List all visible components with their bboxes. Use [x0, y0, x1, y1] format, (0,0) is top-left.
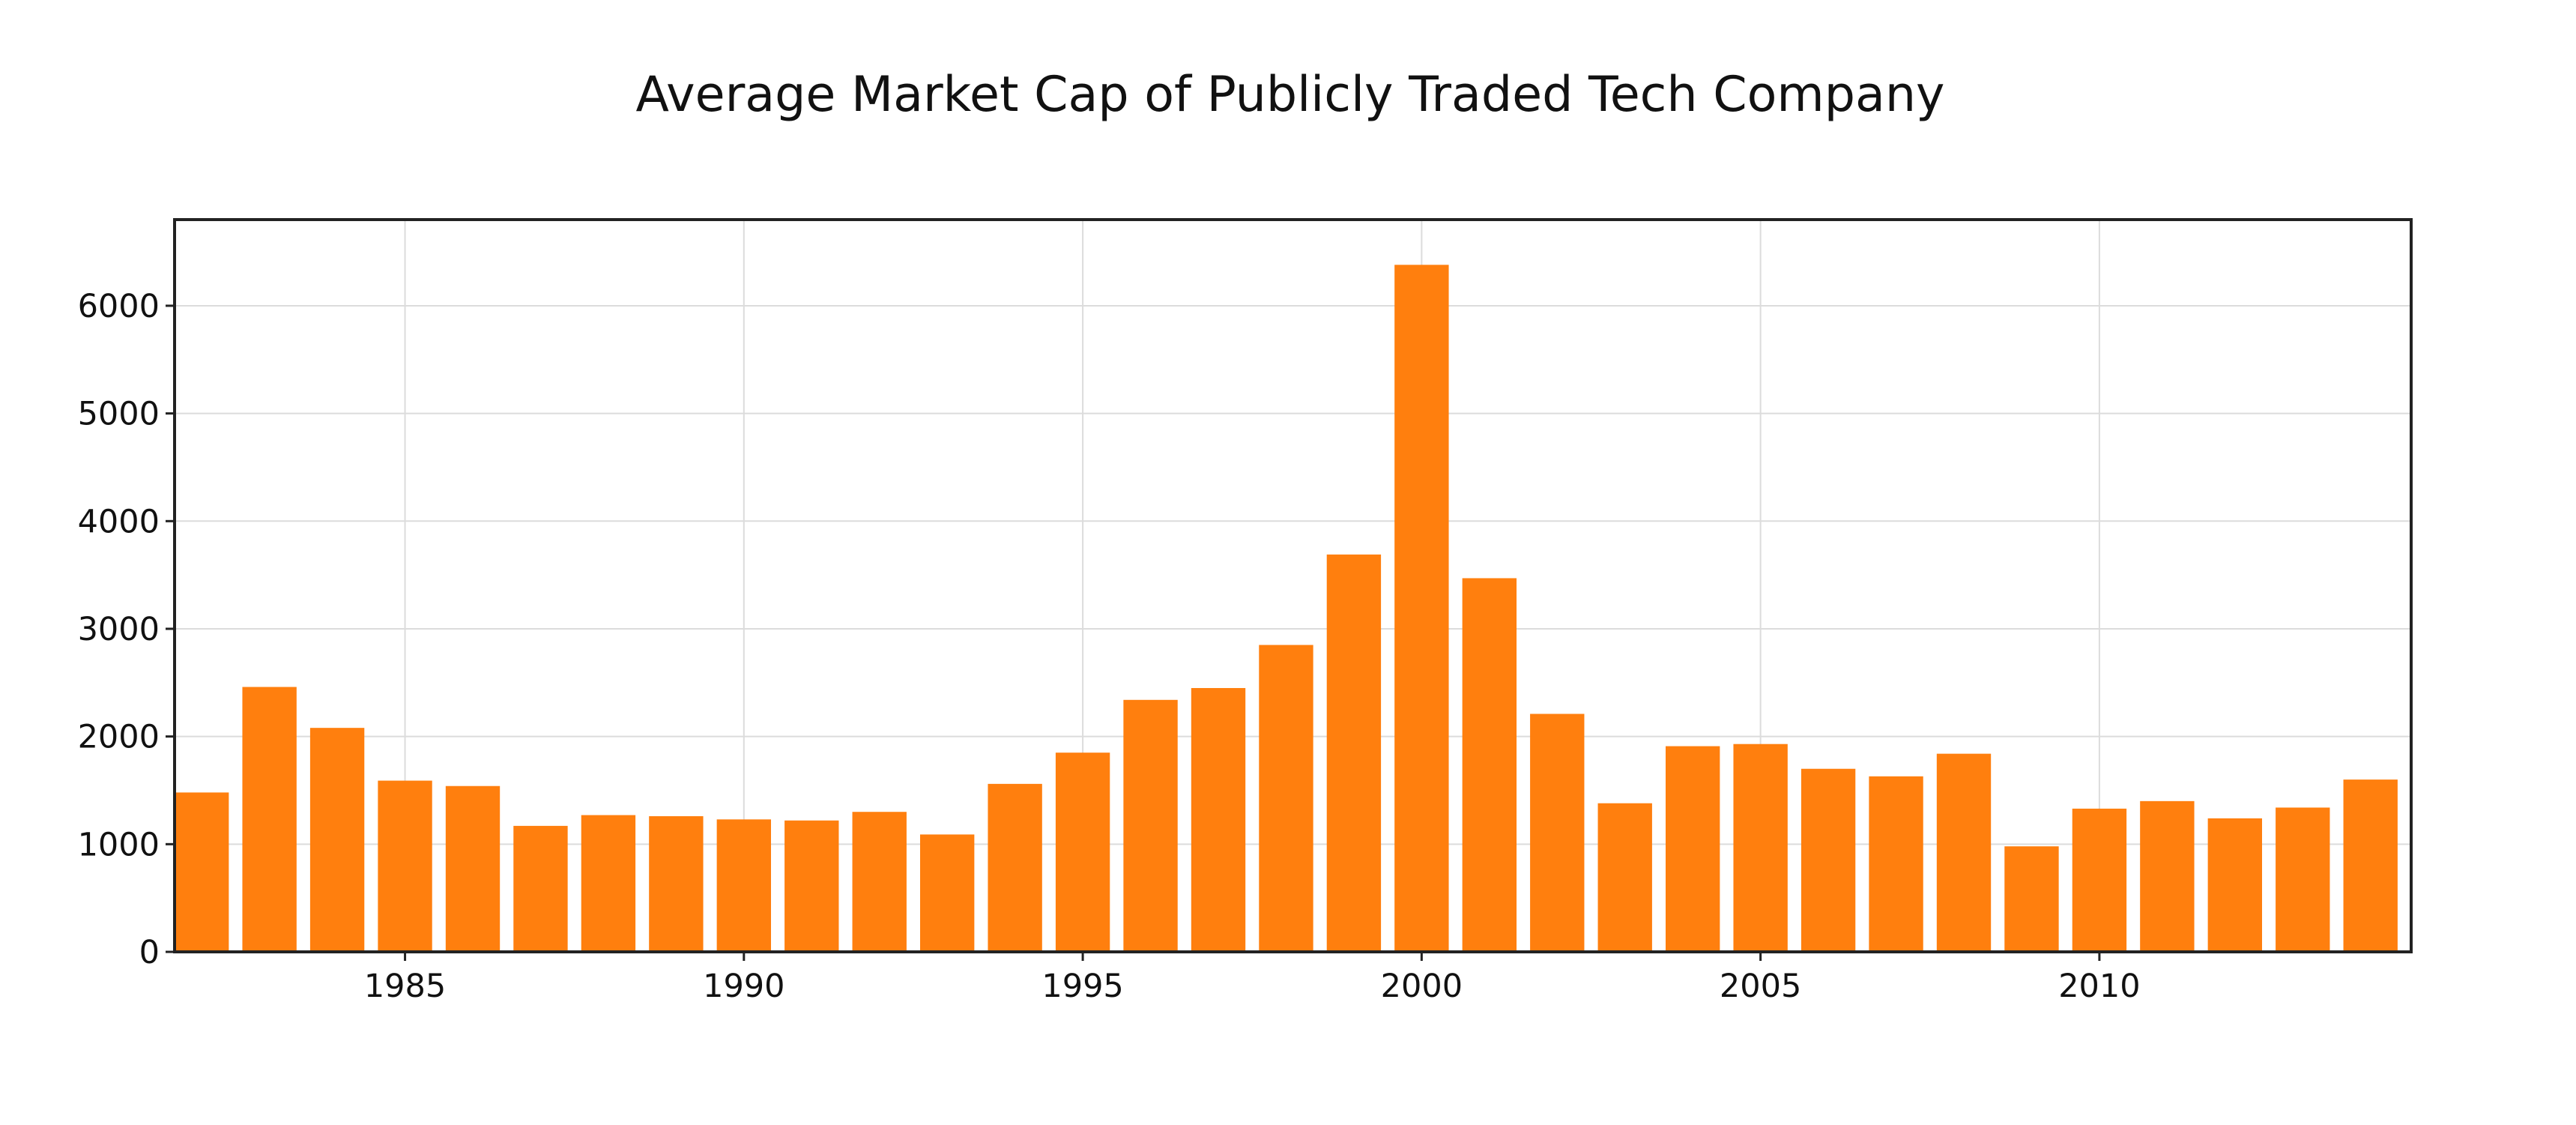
bar	[309, 728, 365, 952]
y-tick-label: 4000	[78, 503, 160, 540]
y-tick-label: 6000	[78, 288, 160, 325]
bar	[242, 687, 297, 952]
bar	[920, 834, 975, 952]
bar-series	[175, 265, 2398, 952]
bar	[378, 780, 432, 952]
bar	[1055, 752, 1110, 952]
bar	[852, 812, 907, 952]
bar	[988, 783, 1042, 952]
y-tick-label: 0	[139, 934, 160, 971]
y-tick-label: 5000	[78, 396, 160, 433]
bar	[1597, 803, 1652, 952]
bar	[2276, 807, 2330, 952]
x-tick-label: 2005	[1720, 968, 1801, 1005]
bar	[1801, 768, 1856, 952]
x-tick-label: 2000	[1381, 968, 1463, 1005]
plot-area-frame	[173, 218, 2413, 953]
y-tick-label: 1000	[78, 826, 160, 863]
y-tick-label: 3000	[78, 611, 160, 648]
bar	[2072, 808, 2127, 952]
bar	[1936, 753, 1992, 952]
bar	[1259, 645, 1313, 952]
bar	[1326, 554, 1382, 952]
x-tick-label: 1990	[703, 968, 784, 1005]
bar	[649, 815, 704, 952]
bar	[784, 820, 839, 952]
bar	[1191, 687, 1246, 952]
y-tick-label: 2000	[78, 719, 160, 756]
bar	[1123, 699, 1178, 952]
bar	[1462, 578, 1517, 952]
bar	[581, 815, 636, 952]
bar	[2004, 846, 2059, 952]
bar	[445, 785, 501, 952]
x-tick-label: 2010	[2058, 968, 2140, 1005]
x-tick-label: 1995	[1041, 968, 1123, 1005]
x-tick-label: 1985	[364, 968, 446, 1005]
bar	[2140, 800, 2195, 952]
bar	[716, 819, 771, 952]
bar	[1394, 265, 1449, 952]
axes: 0 1000 2000 3000 4000 5000 6000 1985 1990 1995 200…	[78, 288, 2141, 1005]
bar	[1733, 744, 1788, 952]
bar	[1530, 714, 1585, 952]
grid-lines	[175, 220, 2411, 952]
bar	[2343, 779, 2398, 952]
bar	[175, 792, 229, 952]
bar	[1869, 776, 1923, 952]
bar	[513, 825, 568, 952]
bar	[2207, 818, 2262, 952]
chart-title: Average Market Cap of Publicly Traded Te…	[635, 67, 1944, 123]
bar	[1666, 746, 1720, 952]
